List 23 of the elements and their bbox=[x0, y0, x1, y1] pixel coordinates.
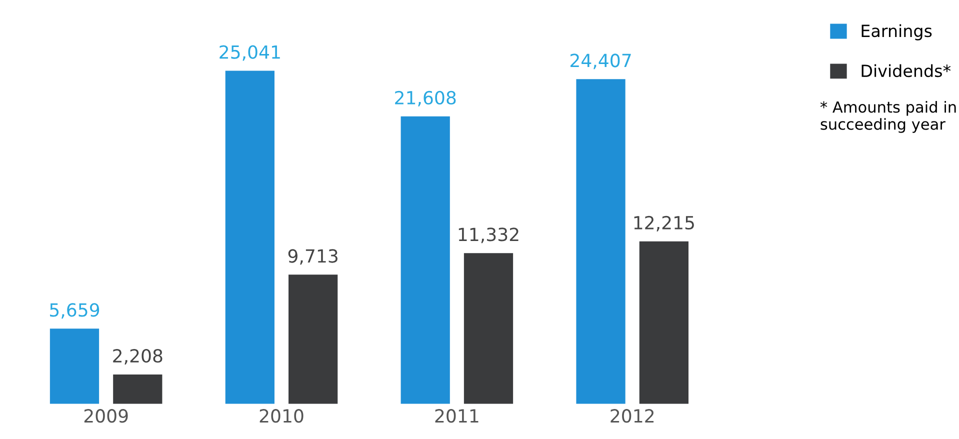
bar bbox=[288, 274, 338, 404]
x-tick-label: 2012 bbox=[610, 409, 654, 423]
legend-label: Earnings bbox=[862, 24, 932, 40]
bar bbox=[113, 374, 162, 404]
bar bbox=[639, 241, 688, 404]
x-tick-label: 2010 bbox=[260, 409, 304, 423]
bar bbox=[576, 79, 626, 404]
bar bbox=[464, 253, 514, 404]
bar bbox=[225, 70, 274, 404]
data-label: 5,659 bbox=[50, 303, 100, 319]
bar bbox=[50, 328, 100, 404]
text: * Amounts paid in succeeding year bbox=[820, 100, 956, 133]
data-label: 21,608 bbox=[395, 90, 456, 106]
x-tick-label: 2009 bbox=[84, 409, 128, 423]
legend-label: Dividends* bbox=[862, 64, 951, 78]
x-tick-label: 2011 bbox=[435, 409, 478, 423]
data-label: 2,208 bbox=[113, 349, 162, 365]
bar bbox=[400, 116, 450, 404]
data-label: 12,215 bbox=[634, 216, 694, 232]
data-label: 9,713 bbox=[288, 249, 338, 265]
data-label: 11,332 bbox=[458, 228, 518, 244]
data-label: 24,407 bbox=[570, 54, 631, 70]
data-label: 25,041 bbox=[220, 45, 280, 61]
